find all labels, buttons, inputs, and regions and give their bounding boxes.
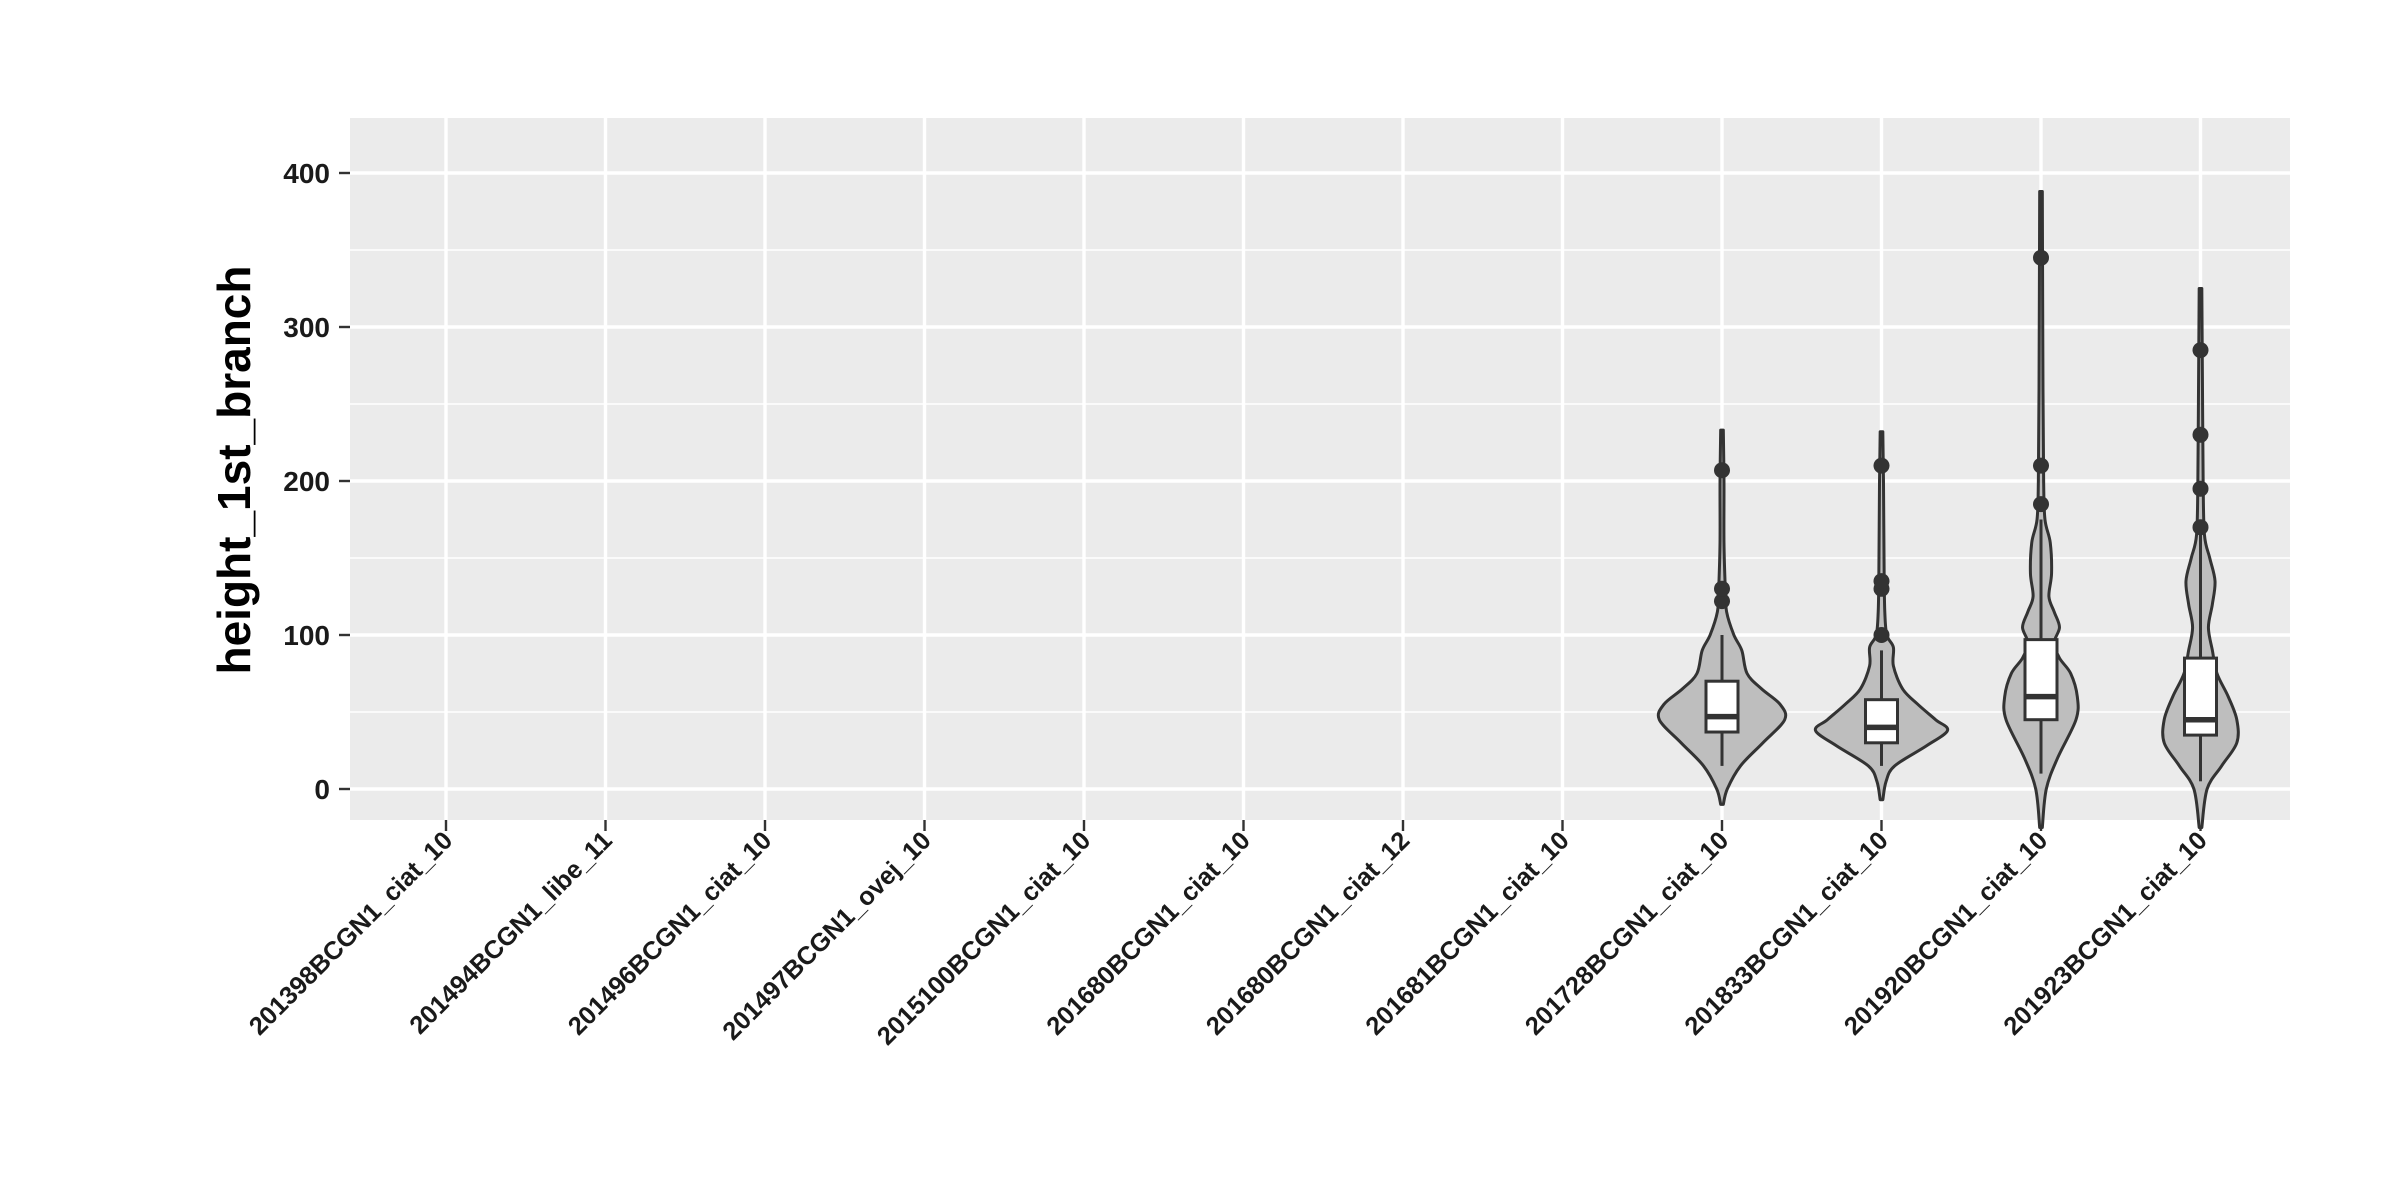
violin-layer (1656, 189, 2240, 829)
outlier-point (2192, 426, 2209, 443)
y-tick-label: 300 (283, 312, 330, 343)
violin-group (2002, 189, 2080, 829)
outlier-point (1714, 580, 1730, 597)
outlier-point (2192, 519, 2209, 536)
outlier-point (1873, 457, 1890, 474)
outlier-point (1714, 462, 1730, 479)
violin-group (1813, 430, 1950, 802)
outlier-point (2192, 480, 2209, 497)
outlier-point (2033, 457, 2049, 474)
iqr-box (2183, 656, 2218, 737)
iqr-box (1704, 679, 1740, 734)
iqr-box (2023, 638, 2059, 722)
outlier-point (2033, 249, 2049, 266)
minor-grid (350, 249, 2290, 713)
outlier-point (1873, 627, 1890, 643)
outlier-point (1714, 593, 1730, 610)
outlier-point (2192, 342, 2209, 359)
violin-group (2161, 287, 2240, 829)
plot-panel (350, 118, 2290, 820)
y-axis-title: height_1st_branch (208, 266, 260, 675)
iqr-box (1864, 698, 1899, 745)
violin-shape (1813, 430, 1950, 802)
y-axis: 0 100 200 300 400 (283, 158, 350, 805)
y-tick-label: 200 (283, 466, 330, 497)
outlier-point (1873, 573, 1890, 590)
y-tick-label: 400 (283, 158, 330, 189)
violin-shape (1656, 428, 1788, 806)
x-axis: 201398BCGN1_ciat_10201494BCGN1_libe_1120… (244, 820, 2213, 1051)
violin-group (1656, 428, 1788, 806)
y-tick-label: 100 (283, 620, 330, 651)
outlier-point (2033, 496, 2049, 513)
y-tick-label: 0 (314, 774, 330, 805)
